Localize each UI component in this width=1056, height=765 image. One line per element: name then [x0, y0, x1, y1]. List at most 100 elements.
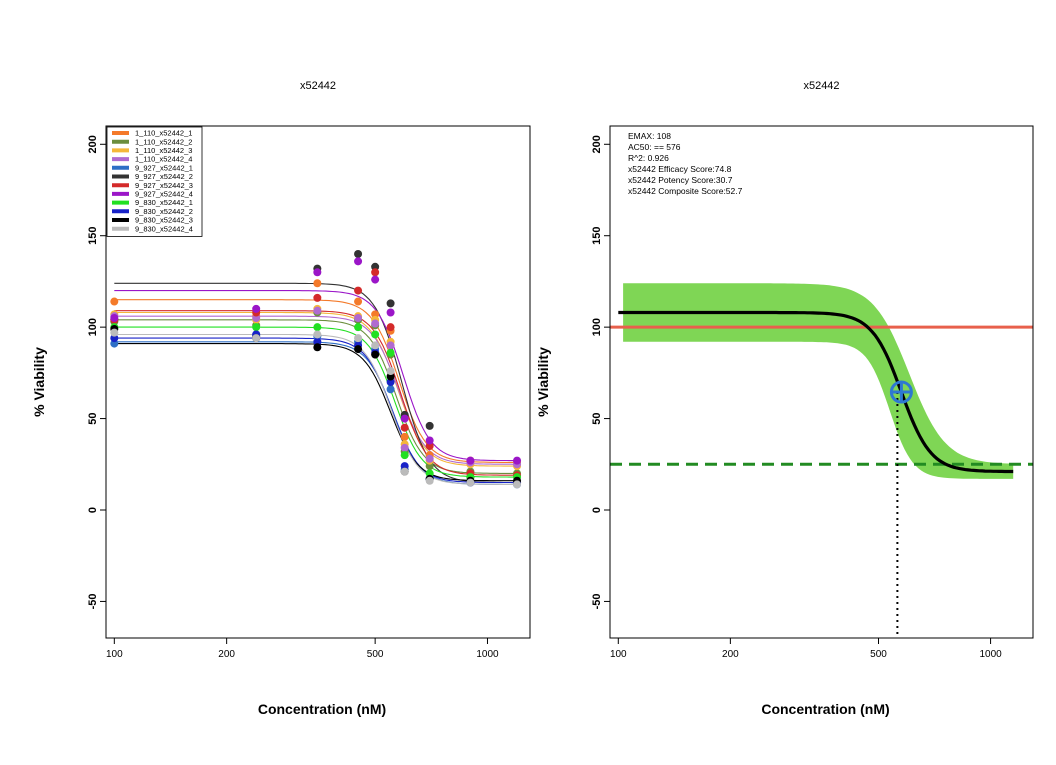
x-tick-label: 500: [367, 649, 384, 660]
data-point: [313, 323, 322, 332]
data-point: [386, 378, 395, 386]
annotation-line: R^2: 0.926: [628, 153, 669, 163]
y-tick-label: 100: [591, 318, 603, 336]
data-point: [400, 423, 409, 432]
data-point: [371, 262, 380, 271]
data-point: [400, 451, 409, 460]
left-chart-title: x52442: [300, 80, 336, 92]
data-point: [371, 350, 380, 359]
left-data-points: [110, 250, 522, 489]
data-point: [371, 268, 380, 277]
data-point: [400, 414, 409, 423]
data-point: [425, 442, 434, 450]
data-point: [400, 443, 409, 452]
y-tick-label: -50: [87, 593, 99, 609]
data-point: [386, 385, 395, 394]
data-point: [313, 330, 322, 339]
legend-label: 9_927_x52442_4: [135, 190, 193, 199]
data-point: [110, 314, 119, 322]
data-point: [313, 343, 322, 352]
x-tick-label: 1000: [979, 649, 1002, 660]
y-tick-label: 200: [591, 135, 603, 153]
data-point: [371, 330, 380, 339]
right-chart-title: x52442: [803, 80, 839, 92]
data-point: [466, 456, 475, 465]
annotation-line: x52442 Efficacy Score:74.8: [628, 164, 732, 174]
annotation-line: x52442 Potency Score:30.7: [628, 175, 733, 185]
left-y-axis-label: % Viability: [31, 347, 47, 417]
data-point: [313, 268, 322, 277]
y-tick-label: 100: [87, 318, 99, 336]
legend-label: 9_830_x52442_3: [135, 216, 193, 225]
annotation-line: x52442 Composite Score:52.7: [628, 186, 743, 196]
data-point: [354, 323, 363, 332]
data-point: [313, 306, 322, 315]
data-point: [425, 476, 434, 485]
data-point: [466, 478, 475, 487]
annotation-line: AC50: == 576: [628, 142, 681, 152]
data-point: [400, 432, 409, 441]
y-tick-label: 200: [87, 135, 99, 153]
data-point: [386, 341, 395, 350]
y-tick-label: 50: [87, 412, 99, 424]
data-point: [371, 310, 380, 319]
legend-label: 1_110_x52442_1: [135, 129, 192, 138]
data-point: [313, 279, 322, 288]
legend-label: 9_830_x52442_1: [135, 198, 193, 207]
data-point: [386, 308, 395, 317]
right-fit-curve-group: [618, 310, 1014, 474]
annotation-line: EMAX: 108: [628, 131, 671, 141]
data-point: [252, 323, 261, 332]
data-point: [252, 314, 261, 322]
y-tick-label: 150: [87, 227, 99, 245]
data-point: [386, 372, 395, 381]
data-point: [425, 469, 434, 478]
y-tick-label: 0: [87, 507, 99, 513]
data-point: [386, 367, 395, 376]
fit-curve: [114, 290, 517, 462]
x-tick-label: 200: [218, 649, 235, 660]
right-y-axis-label: % Viability: [535, 347, 551, 417]
x-tick-label: 500: [870, 649, 887, 660]
y-tick-label: 0: [591, 507, 603, 513]
y-tick-label: 50: [591, 412, 603, 424]
data-point: [371, 275, 380, 284]
legend-label: 1_110_x52442_2: [135, 137, 192, 146]
data-point: [425, 436, 434, 445]
legend-label: 9_830_x52442_4: [135, 224, 193, 233]
left-x-axis-label: Concentration (nM): [258, 701, 386, 717]
left-legend: 1_110_x52442_11_110_x52442_21_110_x52442…: [106, 126, 203, 237]
data-point: [386, 323, 395, 332]
data-point: [354, 297, 363, 306]
data-point: [313, 293, 322, 302]
fit-curve: [618, 310, 1014, 474]
legend-label: 9_927_x52442_1: [135, 163, 193, 172]
data-point: [400, 462, 409, 471]
data-point: [354, 250, 363, 258]
data-point: [371, 341, 380, 350]
right-panel: x52442 -50 0 50 100 150 200 100 200 500 1000 % V…: [535, 80, 1034, 717]
legend-label: 1_110_x52442_3: [135, 146, 192, 155]
right-y-axis: -50 0 50 100 150 200: [591, 135, 610, 609]
fit-curve: [114, 341, 517, 485]
data-point: [252, 334, 261, 343]
data-point: [425, 421, 434, 430]
right-plot-frame: [609, 125, 1034, 639]
data-point: [513, 480, 522, 489]
legend-label: 9_927_x52442_3: [135, 181, 193, 190]
x-tick-label: 200: [722, 649, 739, 660]
data-point: [110, 328, 119, 337]
data-point: [386, 348, 395, 357]
left-x-axis: 100 200 500 1000: [106, 638, 499, 660]
data-point: [313, 337, 322, 346]
data-point: [110, 334, 119, 343]
data-point: [425, 454, 434, 463]
left-y-axis: -50 0 50 100 150 200: [87, 135, 106, 609]
y-tick-label: 150: [591, 227, 603, 245]
data-point: [354, 334, 363, 343]
data-point: [252, 304, 261, 313]
data-point: [110, 339, 119, 348]
